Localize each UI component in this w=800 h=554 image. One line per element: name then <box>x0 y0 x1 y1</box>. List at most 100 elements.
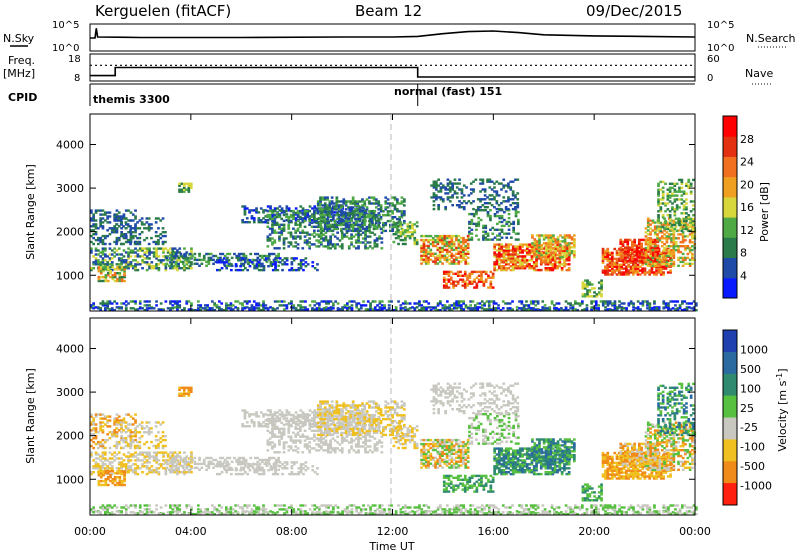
velocity-cell <box>108 463 112 466</box>
power-cell <box>685 307 689 310</box>
power-cell <box>527 306 531 309</box>
power-cell <box>435 184 438 187</box>
power-cell <box>452 286 455 289</box>
power-cell <box>483 198 487 201</box>
power-cell <box>123 272 126 275</box>
power-cell <box>636 265 640 268</box>
power-cell <box>364 239 367 242</box>
power-cell <box>296 243 300 246</box>
noise-left-tick-top: 10^5 <box>52 20 79 31</box>
power-cell <box>368 223 371 227</box>
power-cell <box>273 221 277 225</box>
power-cell <box>197 300 200 303</box>
power-cell <box>491 226 495 230</box>
velocity-cell <box>101 463 105 466</box>
power-cell <box>418 300 421 303</box>
power-cell <box>145 251 149 254</box>
power-cell <box>613 300 617 303</box>
power-cell <box>173 300 177 303</box>
power-cell <box>257 265 261 268</box>
power-cell <box>574 300 577 303</box>
power-cell <box>657 182 660 185</box>
power-cell <box>687 216 691 219</box>
power-cell <box>129 227 133 230</box>
power-cell <box>458 206 461 209</box>
power-cell <box>450 262 454 265</box>
power-cell <box>303 231 307 234</box>
power-cell <box>361 204 364 207</box>
power-cell <box>342 216 346 219</box>
power-cell <box>563 236 567 239</box>
power-cell <box>453 182 457 185</box>
power-cell <box>629 300 633 303</box>
power-cell <box>450 238 454 242</box>
power-cell <box>140 221 144 224</box>
power-cell <box>108 253 112 256</box>
power-cell <box>127 225 130 228</box>
power-cell <box>474 178 478 181</box>
power-cell <box>565 259 569 262</box>
power-cell <box>688 258 692 262</box>
power-cell <box>441 240 444 244</box>
power-cell <box>679 245 683 248</box>
power-cell <box>462 240 465 244</box>
power-cell <box>450 248 454 252</box>
power-cell <box>301 213 305 216</box>
power-cell <box>682 190 686 193</box>
power-cell <box>136 240 139 244</box>
power-cell <box>123 275 126 279</box>
power-cell <box>444 192 447 195</box>
power-cell <box>129 211 133 214</box>
power-cell <box>528 267 531 270</box>
power-cell <box>174 262 178 265</box>
power-cell <box>639 302 642 305</box>
power-cell <box>619 250 623 253</box>
power-cell <box>308 223 311 226</box>
power-cell <box>627 302 631 305</box>
power-cell <box>484 238 488 241</box>
power-cell <box>119 242 123 246</box>
power-cell <box>108 302 112 305</box>
power-cell <box>250 217 254 220</box>
power-cell <box>547 242 551 245</box>
power-cell <box>363 200 367 203</box>
power-cell <box>327 243 330 246</box>
power-cell <box>672 245 676 248</box>
power-cell <box>379 206 383 209</box>
power-cell <box>468 274 472 277</box>
power-cell <box>172 260 176 264</box>
power-cell <box>621 258 625 261</box>
power-cell <box>344 214 348 217</box>
power-cell <box>152 255 156 258</box>
power-cell <box>425 307 428 310</box>
power-cell <box>159 233 163 236</box>
power-cell <box>483 302 486 305</box>
power-cell <box>479 198 482 201</box>
power-cell <box>549 238 553 241</box>
power-cell <box>370 196 374 199</box>
power-cell <box>306 231 309 234</box>
power-cell <box>302 259 305 262</box>
power-cell <box>665 254 669 258</box>
power-cell <box>400 214 404 217</box>
power-cell <box>299 211 302 215</box>
power-cell <box>477 274 481 277</box>
power-cell <box>337 219 341 223</box>
power-cell <box>509 268 513 272</box>
power-cell <box>642 252 646 255</box>
power-cell <box>680 202 684 205</box>
power-cell <box>604 257 607 260</box>
power-cell <box>257 304 261 307</box>
power-cell <box>518 255 522 258</box>
power-cell <box>239 265 242 268</box>
power-cell <box>673 214 677 217</box>
power-cell <box>687 178 691 182</box>
power-cell <box>571 304 575 307</box>
power-cell <box>682 217 686 221</box>
power-cell <box>665 262 669 265</box>
power-cell <box>441 242 444 246</box>
power-cell <box>692 214 695 217</box>
power-cell <box>533 244 537 247</box>
power-cell <box>422 234 426 238</box>
power-cell <box>430 196 433 199</box>
